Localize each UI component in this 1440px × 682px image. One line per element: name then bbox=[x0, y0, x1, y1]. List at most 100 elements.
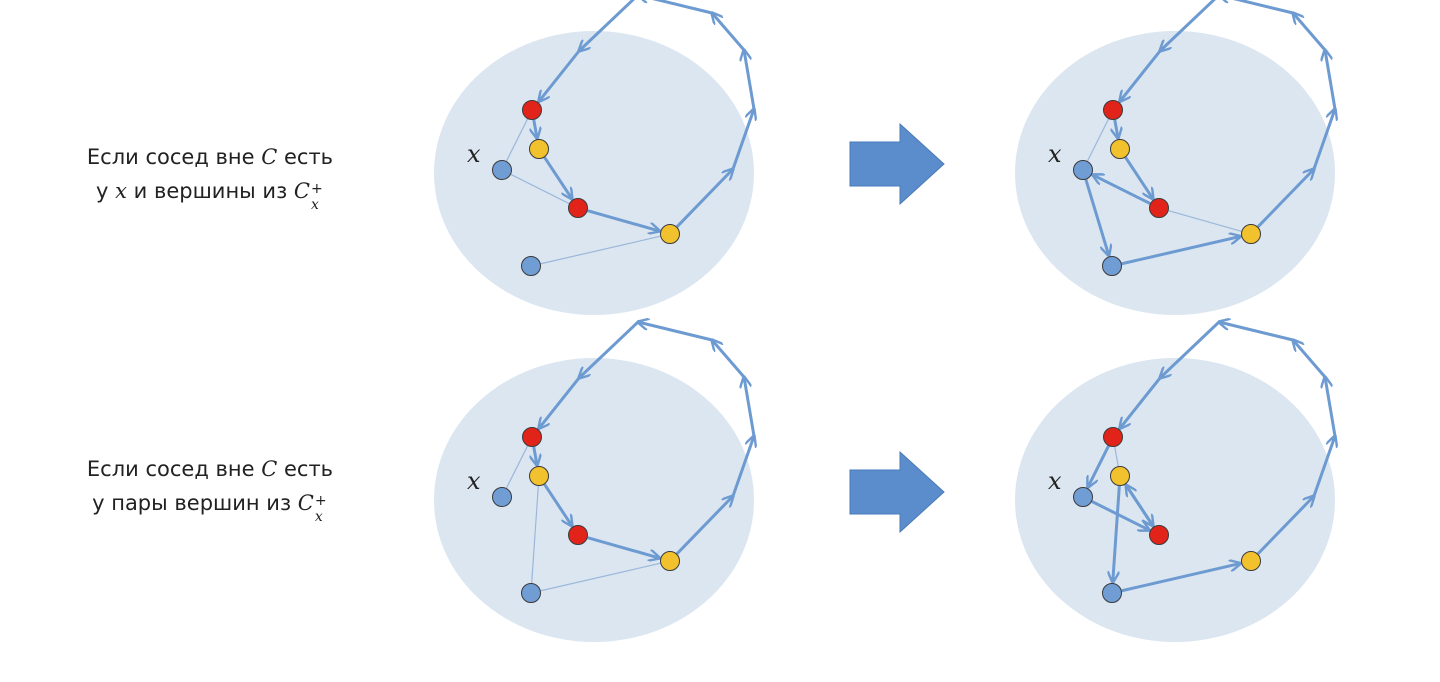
new-edge bbox=[1121, 236, 1241, 266]
cycle-edge bbox=[1312, 109, 1335, 170]
caption-text: у пары вершин из bbox=[92, 491, 298, 515]
cycle-edge bbox=[539, 50, 581, 101]
caption-row-2: Если сосед вне C есть у пары вершин из C… bbox=[40, 452, 380, 525]
vertex-x bbox=[492, 160, 512, 180]
vertex-x bbox=[1073, 160, 1093, 180]
cycle-edge bbox=[539, 377, 581, 428]
vertex-red bbox=[568, 198, 588, 218]
thin-edge bbox=[531, 485, 539, 584]
cycle-edge bbox=[675, 169, 733, 228]
cycle-edge bbox=[543, 483, 572, 525]
cycle-edge bbox=[579, 320, 640, 378]
math-C: C bbox=[261, 145, 278, 169]
cycle-edge bbox=[1120, 377, 1162, 428]
cycle-edge bbox=[1115, 119, 1118, 138]
vertex-red bbox=[1103, 427, 1123, 447]
new-edge bbox=[1113, 485, 1121, 582]
new-edge bbox=[1126, 485, 1155, 528]
thin-edge bbox=[1168, 210, 1242, 232]
cycle-edge bbox=[1325, 377, 1337, 437]
vertex-blue bbox=[521, 583, 541, 603]
graph-panel: x bbox=[434, 322, 754, 642]
cycle-edge bbox=[1293, 13, 1327, 51]
vertex-blue bbox=[1102, 583, 1122, 603]
cycle-edge bbox=[1293, 340, 1327, 378]
thin-edge bbox=[540, 235, 661, 265]
caption-text: у bbox=[96, 179, 116, 203]
cycle-edge bbox=[534, 446, 537, 465]
subscript-x: x bbox=[311, 197, 319, 213]
cycle-edge bbox=[744, 377, 756, 437]
vertex-yellow bbox=[1110, 139, 1130, 159]
caption-text: Если сосед вне bbox=[86, 145, 262, 169]
cycle-edge bbox=[1256, 169, 1314, 228]
graph-panel: x bbox=[1015, 322, 1335, 642]
vertex-yellow bbox=[1110, 466, 1130, 486]
thin-edge bbox=[505, 445, 529, 489]
thin-edge bbox=[1114, 446, 1119, 467]
cycle-edge bbox=[543, 156, 572, 198]
math-x: x bbox=[115, 179, 127, 203]
cycle-edge bbox=[638, 322, 713, 342]
caption-text: Если сосед вне bbox=[86, 457, 262, 481]
vertex-label-x: x bbox=[1048, 467, 1062, 495]
cycle-edge bbox=[1120, 50, 1162, 101]
vertex-red bbox=[1103, 100, 1123, 120]
cycle-edge bbox=[712, 340, 746, 378]
vertex-red bbox=[1149, 525, 1169, 545]
caption-row-2-line-2: у пары вершин из C + x bbox=[40, 486, 380, 525]
thin-edge bbox=[505, 118, 529, 162]
cycle-edge bbox=[1256, 496, 1314, 555]
caption-text: есть bbox=[277, 145, 334, 169]
caption-row-1: Если сосед вне C есть у x и вершины из C… bbox=[40, 140, 380, 213]
vertex-label-x: x bbox=[1048, 140, 1062, 168]
transition-arrow-1 bbox=[849, 122, 945, 206]
cycle-edge bbox=[1312, 436, 1335, 497]
vertex-label-x: x bbox=[467, 467, 481, 495]
vertex-x bbox=[492, 487, 512, 507]
superscript-plus: + bbox=[311, 181, 323, 197]
vertex-red bbox=[522, 100, 542, 120]
graph-ellipse bbox=[1015, 31, 1335, 315]
vertex-yellow bbox=[529, 466, 549, 486]
cycle-edge bbox=[1160, 0, 1216, 51]
graph-ellipse bbox=[434, 31, 754, 315]
caption-row-1-line-1: Если сосед вне C есть bbox=[40, 140, 380, 174]
thin-edge bbox=[540, 562, 661, 592]
cycle-edge bbox=[1124, 156, 1153, 198]
cycle-edge bbox=[712, 13, 746, 51]
math-C: C bbox=[293, 179, 310, 203]
vertex-yellow bbox=[1241, 224, 1261, 244]
caption-text: есть bbox=[277, 457, 334, 481]
vertex-red bbox=[522, 427, 542, 447]
math-sub-sup: + x bbox=[310, 181, 324, 213]
graph-ellipse bbox=[434, 358, 754, 642]
math-sub-sup: + x bbox=[314, 493, 328, 525]
vertex-yellow bbox=[1241, 551, 1261, 571]
superscript-plus: + bbox=[314, 493, 327, 509]
vertex-blue bbox=[1102, 256, 1122, 276]
vertex-label-x: x bbox=[467, 140, 481, 168]
graph-ellipse bbox=[1015, 358, 1335, 642]
caption-row-1-line-2: у x и вершины из C + x bbox=[40, 174, 380, 213]
new-edge bbox=[1091, 500, 1149, 530]
cycle-edge bbox=[534, 119, 537, 138]
new-edge bbox=[1093, 175, 1151, 205]
new-edge bbox=[1088, 445, 1110, 487]
thin-edge bbox=[1086, 118, 1110, 162]
cycle-edge bbox=[638, 0, 713, 15]
vertex-yellow bbox=[529, 139, 549, 159]
cycle-edge bbox=[1219, 322, 1294, 342]
vertex-yellow bbox=[660, 224, 680, 244]
cycle-edge bbox=[1219, 0, 1294, 15]
cycle-edge bbox=[731, 109, 754, 170]
new-edge bbox=[1084, 179, 1109, 256]
thin-edge bbox=[510, 173, 570, 205]
vertex-blue bbox=[521, 256, 541, 276]
cycle-edge bbox=[731, 436, 754, 497]
transition-arrow-2 bbox=[849, 450, 945, 534]
vertex-red bbox=[1149, 198, 1169, 218]
cycle-edge bbox=[1325, 50, 1337, 110]
subscript-x: x bbox=[314, 509, 323, 525]
